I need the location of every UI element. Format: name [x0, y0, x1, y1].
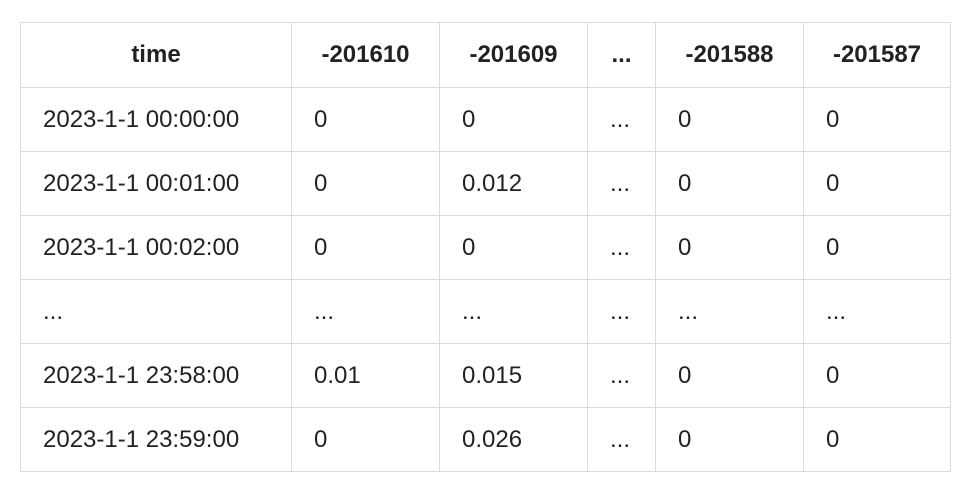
table-cell: ...	[439, 279, 588, 344]
table-cell: ...	[587, 87, 656, 152]
table-cell: ...	[587, 215, 656, 280]
table-cell: 0.01	[291, 343, 440, 408]
table-cell: 0	[291, 87, 440, 152]
table-cell: 2023-1-1 00:00:00	[20, 87, 292, 152]
table-cell: 2023-1-1 23:59:00	[20, 407, 292, 472]
table-header: time -201610 -201609... -201588 -201587	[20, 22, 951, 88]
table-cell: 0	[655, 215, 804, 280]
table-cell: ...	[20, 279, 292, 344]
table-cell: ...	[587, 407, 656, 472]
table-cell: ...	[587, 279, 656, 344]
table-cell: 0	[439, 215, 588, 280]
table-row: 2023-1-1 00:02:00 0 0... 0 0	[20, 215, 951, 280]
table-cell: 0	[803, 407, 951, 472]
table-cell: 0	[291, 151, 440, 216]
header-cell: -201588	[655, 22, 804, 88]
table-body: 2023-1-1 00:00:00 0 0... 0 0 2023-1-1 00:01:0…	[20, 87, 951, 472]
table-cell: 0	[803, 151, 951, 216]
table-cell: 0	[291, 407, 440, 472]
table-cell: 0.026	[439, 407, 588, 472]
table-cell: 0	[803, 87, 951, 152]
data-table: time -201610 -201609... -201588 -201587 2023…	[20, 22, 951, 472]
table-cell: 0	[655, 343, 804, 408]
header-cell: time	[20, 22, 292, 88]
table-row: 2023-1-1 00:00:00 0 0... 0 0	[20, 87, 951, 152]
table-row: 2023-1-1 00:01:00 0 0.012... 0 0	[20, 151, 951, 216]
table-cell: 0	[803, 343, 951, 408]
table-row: 2023-1-1 23:58:00 0.01 0.015... 0 0	[20, 343, 951, 408]
table-cell: 0	[439, 87, 588, 152]
table-cell: ...	[803, 279, 951, 344]
table-cell: 2023-1-1 00:02:00	[20, 215, 292, 280]
table-cell: 0	[655, 407, 804, 472]
header-cell: -201609	[439, 22, 588, 88]
table-cell: ...	[291, 279, 440, 344]
table-row: 2023-1-1 23:59:00 0 0.026... 0 0	[20, 407, 951, 472]
table-cell: 0.015	[439, 343, 588, 408]
header-cell: ...	[587, 22, 656, 88]
table-cell: 2023-1-1 23:58:00	[20, 343, 292, 408]
table-cell: ...	[655, 279, 804, 344]
table-cell: ...	[587, 343, 656, 408]
table-row: ..................	[20, 279, 951, 344]
table-cell: ...	[587, 151, 656, 216]
header-cell: -201610	[291, 22, 440, 88]
header-cell: -201587	[803, 22, 951, 88]
table-cell: 2023-1-1 00:01:00	[20, 151, 292, 216]
table-cell: 0	[655, 87, 804, 152]
header-row: time -201610 -201609... -201588 -201587	[20, 22, 951, 88]
table-cell: 0	[803, 215, 951, 280]
table-cell: 0.012	[439, 151, 588, 216]
table-cell: 0	[291, 215, 440, 280]
table-cell: 0	[655, 151, 804, 216]
